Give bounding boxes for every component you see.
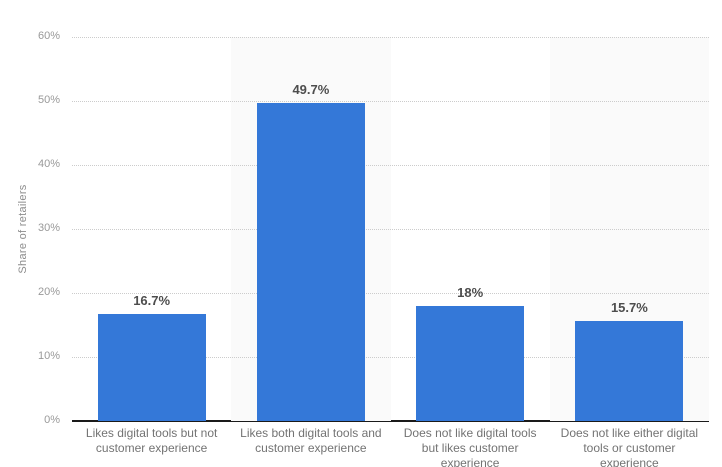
gridline	[72, 37, 709, 38]
y-tick-label: 30%	[37, 222, 60, 234]
y-tick-label: 10%	[37, 350, 60, 362]
bar-value-label: 16.7%	[133, 293, 171, 309]
gridline	[72, 165, 709, 166]
y-tick-label: 40%	[37, 158, 60, 170]
bar	[256, 102, 365, 421]
bar-value-label: 15.7%	[610, 299, 648, 315]
bar	[97, 314, 206, 421]
x-axis-category-labels: Likes digital tools but not customer exp…	[72, 426, 709, 467]
gridline	[72, 101, 709, 102]
category-label: Does not like either digital tools or cu…	[560, 426, 699, 467]
bar-value-label: 18%	[457, 284, 484, 300]
gridline	[72, 229, 709, 230]
x-axis-line	[72, 420, 709, 422]
gridline	[72, 293, 709, 294]
category-label: Likes digital tools but not customer exp…	[85, 426, 218, 455]
bar	[575, 320, 684, 421]
category-label: Likes both digital tools and customer ex…	[240, 426, 382, 455]
category-label: Does not like digital tools but likes cu…	[403, 426, 537, 467]
bar-value-label: 49.7%	[292, 81, 330, 97]
y-tick-label: 20%	[37, 286, 60, 298]
y-tick-label: 0%	[44, 414, 60, 426]
y-tick-label: 60%	[37, 30, 60, 42]
y-tick-label: 50%	[37, 94, 60, 106]
plot-area: 16.7% 49.7% 18% 15.7%	[72, 37, 709, 422]
gridline	[72, 357, 709, 358]
bar	[416, 305, 525, 421]
